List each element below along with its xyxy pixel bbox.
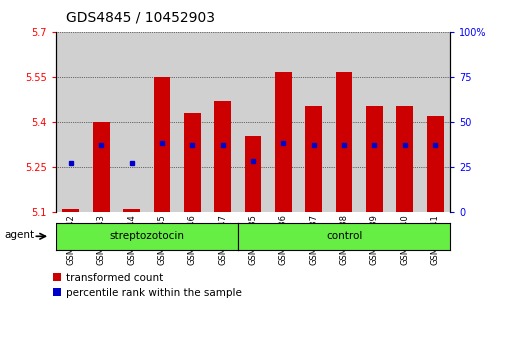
Bar	[207, 32, 237, 212]
Bar	[146, 32, 177, 212]
Text: agent: agent	[5, 230, 34, 240]
Text: streptozotocin: streptozotocin	[109, 231, 184, 241]
Bar	[275, 73, 291, 212]
Bar	[389, 32, 419, 212]
Bar	[359, 32, 389, 212]
Bar	[123, 209, 140, 212]
Bar	[154, 77, 170, 212]
Bar	[328, 32, 359, 212]
Bar	[63, 209, 79, 212]
Bar	[426, 116, 443, 212]
Bar	[366, 105, 382, 212]
Bar	[214, 101, 230, 212]
Bar	[244, 136, 261, 212]
Text: control: control	[325, 231, 362, 241]
Bar	[268, 32, 298, 212]
Legend: transformed count, percentile rank within the sample: transformed count, percentile rank withi…	[50, 271, 244, 300]
Bar	[116, 32, 146, 212]
Bar	[396, 105, 413, 212]
Bar	[56, 32, 86, 212]
Bar	[184, 113, 200, 212]
Bar	[237, 32, 268, 212]
Bar	[86, 32, 116, 212]
Bar	[335, 73, 352, 212]
Text: GDS4845 / 10452903: GDS4845 / 10452903	[66, 11, 214, 25]
Bar	[305, 105, 322, 212]
Bar	[93, 122, 110, 212]
Bar	[177, 32, 207, 212]
Bar	[419, 32, 449, 212]
Bar	[298, 32, 328, 212]
